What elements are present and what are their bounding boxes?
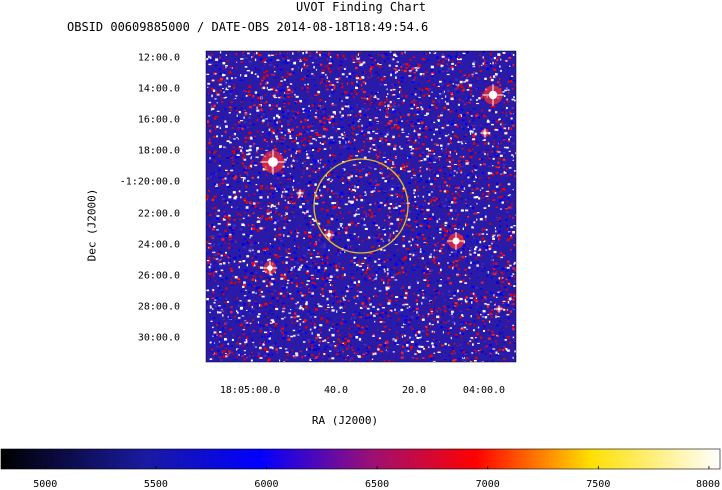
- colorbar-tick-label: 5000: [33, 479, 57, 490]
- colorbar-tick-label: 6000: [254, 479, 278, 490]
- y-tick-label: 30:00.0: [90, 332, 180, 343]
- y-tick-label: 16:00.0: [90, 115, 180, 126]
- y-tick-label: 14:00.0: [90, 84, 180, 95]
- y-tick-label: 24:00.0: [90, 239, 180, 250]
- y-tick-label: 22:00.0: [90, 208, 180, 219]
- colorbar-tick-label: 7500: [586, 479, 610, 490]
- x-tick-label: 20.0: [402, 385, 426, 396]
- colorbar-tick-label: 7000: [476, 479, 500, 490]
- colorbar-tick-label: 6500: [365, 479, 389, 490]
- colorbar-tick-label: 5500: [144, 479, 168, 490]
- colorbar: [1, 449, 720, 469]
- y-tick-label: 12:00.0: [90, 53, 180, 64]
- y-tick-label: 18:00.0: [90, 146, 180, 157]
- y-tick-label: 28:00.0: [90, 301, 180, 312]
- x-tick-label: 04:00.0: [463, 385, 505, 396]
- colorbar-tick-label: 8000: [696, 479, 720, 490]
- y-tick-label: 26:00.0: [90, 270, 180, 281]
- y-tick-label: -1:20:00.0: [90, 177, 180, 188]
- x-tick-label: 18:05:00.0: [220, 385, 280, 396]
- sky-image: [206, 51, 519, 364]
- x-tick-label: 40.0: [324, 385, 348, 396]
